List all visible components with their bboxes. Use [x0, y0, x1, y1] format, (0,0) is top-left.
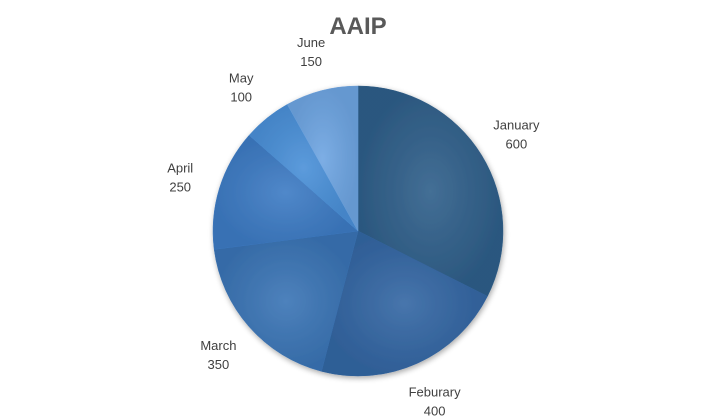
pie-labels: January 600 Feburary 400 March 350 April 250 May…	[167, 35, 540, 417]
data-label-name: May	[229, 70, 254, 85]
data-label-june: June 150	[297, 35, 325, 69]
data-label-january: January 600	[493, 118, 540, 152]
pie-slice-shade-feburary	[321, 231, 488, 376]
data-label-april: April 250	[167, 161, 193, 195]
data-label-name: January	[493, 118, 540, 133]
data-label-value: 600	[506, 137, 528, 152]
chart-title: AAIP	[329, 13, 386, 40]
data-label-value: 100	[230, 89, 252, 104]
data-label-name: June	[297, 35, 325, 50]
data-label-march: March 350	[200, 338, 236, 372]
data-label-value: 350	[208, 357, 230, 372]
pie-slice-shade-june	[287, 86, 358, 231]
pie-slice-shade-may	[249, 104, 358, 231]
data-label-name: Feburary	[409, 385, 462, 400]
data-label-name: March	[200, 338, 236, 353]
pie-slice-shade-march	[214, 231, 358, 372]
data-label-value: 250	[169, 180, 191, 195]
pie-slice-shade-april	[212, 135, 358, 250]
data-label-name: April	[167, 161, 193, 176]
pie-slices	[212, 85, 504, 377]
data-label-value: 150	[300, 54, 322, 69]
data-label-may: May 100	[229, 70, 254, 104]
data-label-feburary: Feburary 400	[409, 385, 462, 417]
pie-slice-shade-january	[358, 86, 503, 297]
data-label-value: 400	[424, 404, 446, 417]
